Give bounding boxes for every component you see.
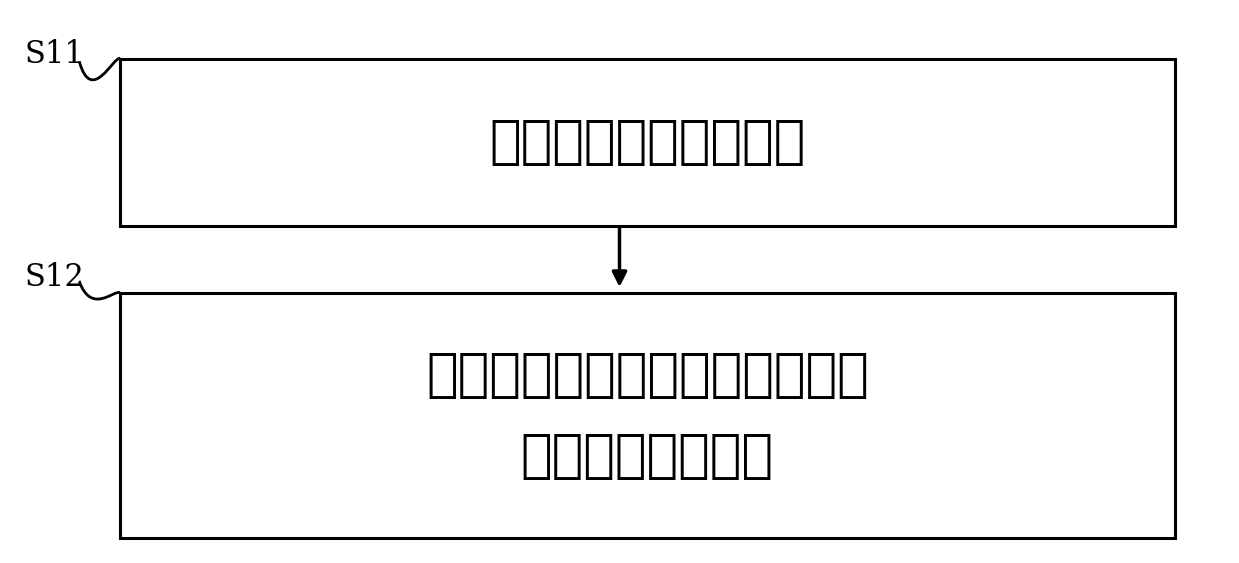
Text: 生成稳态单频激励信号: 生成稳态单频激励信号 (489, 116, 805, 168)
Text: 所述激励信号经马达线性模型获
得期望加速度频谱: 所述激励信号经马达线性模型获 得期望加速度频谱 (426, 349, 869, 481)
Text: S12: S12 (25, 262, 84, 293)
FancyBboxPatch shape (120, 293, 1175, 538)
FancyBboxPatch shape (120, 59, 1175, 226)
Text: S11: S11 (25, 39, 84, 70)
